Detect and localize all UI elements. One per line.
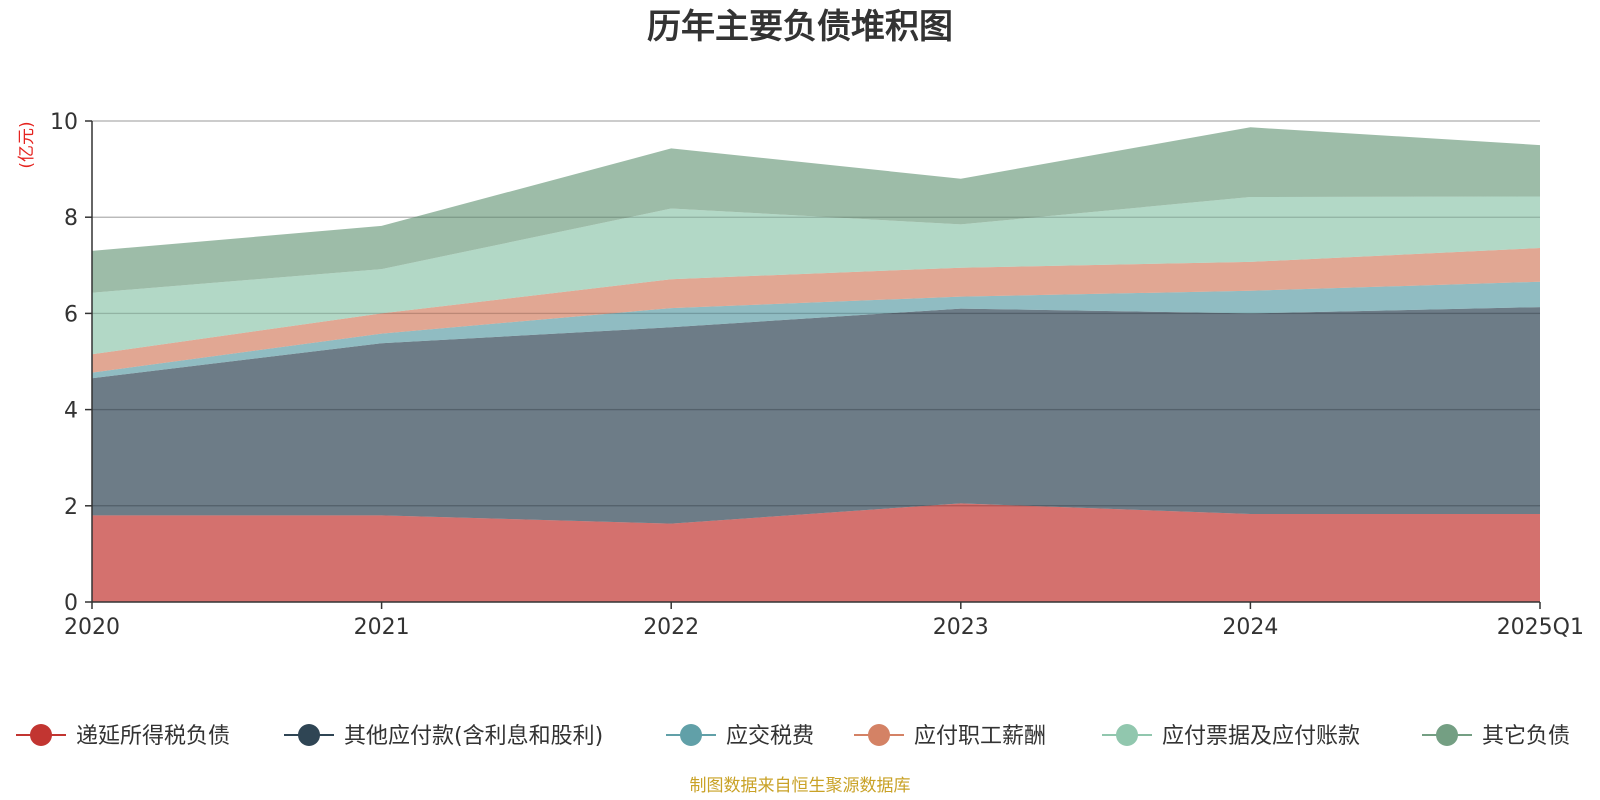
x-tick-label: 2020 [64,615,120,640]
area-series-2 [92,281,1540,379]
legend-marker [1116,724,1138,746]
y-tick-label: 6 [64,302,78,327]
legend-item-4[interactable]: 应付票据及应付账款 [1102,724,1360,749]
legend-marker [1436,724,1458,746]
y-axis-unit-label: (亿元) [17,121,37,168]
y-tick-label: 0 [64,591,78,616]
legend-marker [868,724,890,746]
y-tick-label: 4 [64,399,78,424]
legend-label: 其它负债 [1482,724,1570,749]
legend-item-3[interactable]: 应付职工薪酬 [854,724,1046,749]
area-series-4 [92,196,1540,355]
area-series-1 [92,307,1540,524]
legend-label: 其他应付款(含利息和股利) [344,724,603,749]
stacked-areas [92,120,1540,602]
legend-label: 应交税费 [726,724,814,749]
legend[interactable]: 递延所得税负债 其他应付款(含利息和股利) 应交税费 应付职工薪酬 应付票据及应付账款 其… [16,724,1570,749]
y-tick-label: 8 [64,206,78,231]
x-tick-label: 2024 [1222,615,1278,640]
y-tick-label: 2 [64,495,78,520]
x-tick-label: 2025Q1 [1497,615,1584,640]
legend-marker [298,724,320,746]
legend-item-5[interactable]: 其它负债 [1422,724,1570,749]
x-tick-label: 2021 [354,615,410,640]
legend-marker [680,724,702,746]
legend-marker [30,724,52,746]
source-note: 制图数据来自恒生聚源数据库 [690,776,911,796]
axes: 0 2 4 6 8 10 2020 2021 2022 2023 2024 2025Q1 [50,110,1584,640]
area-series-0 [92,503,1540,602]
legend-item-1[interactable]: 其他应付款(含利息和股利) [284,724,603,749]
legend-item-0[interactable]: 递延所得税负债 [16,724,230,749]
x-tick-label: 2023 [933,615,989,640]
area-series-3 [92,248,1540,373]
legend-item-2[interactable]: 应交税费 [666,724,814,749]
legend-label: 递延所得税负债 [76,724,230,749]
legend-label: 应付职工薪酬 [914,724,1046,749]
legend-label: 应付票据及应付账款 [1162,724,1360,749]
x-tick-label: 2022 [643,615,699,640]
chart-title: 历年主要负债堆积图 [647,7,953,47]
y-tick-label: 10 [50,110,78,135]
area-series-5 [92,127,1540,293]
